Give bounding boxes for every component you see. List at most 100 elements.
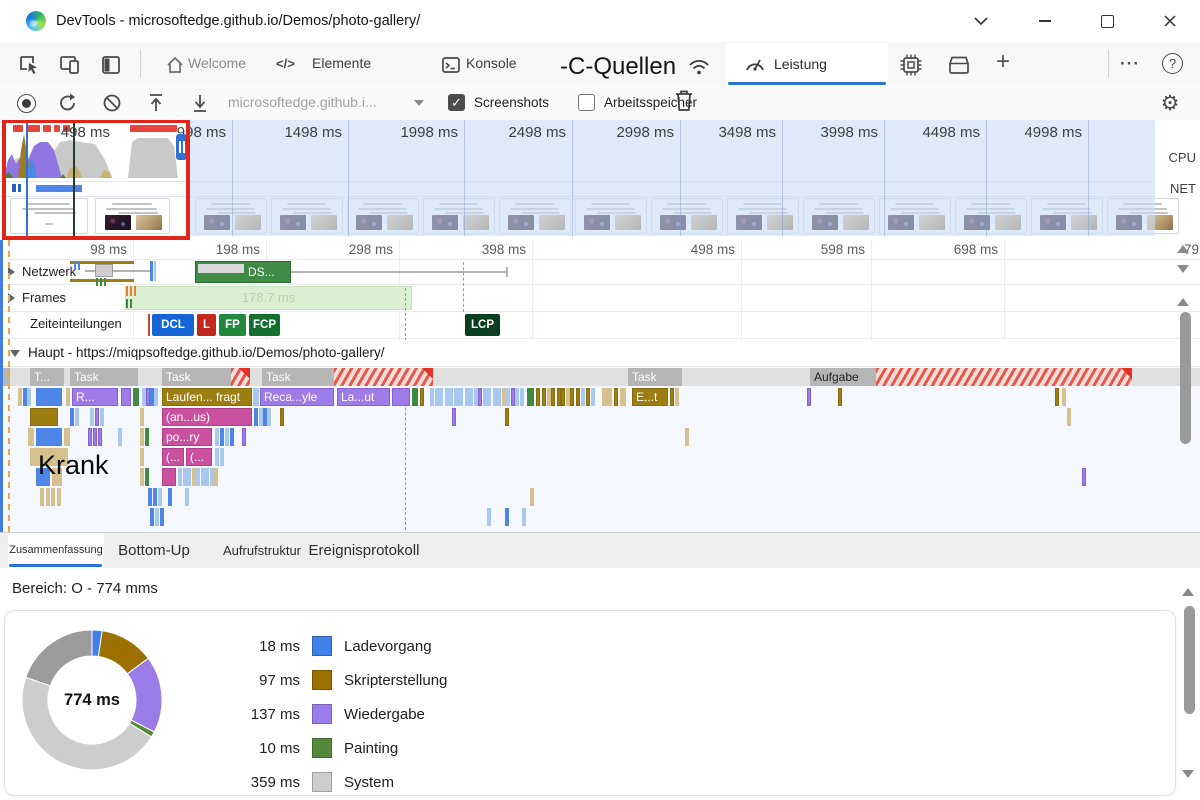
flame-block[interactable] [88, 428, 92, 446]
flame-block-labeled[interactable]: R... [72, 388, 118, 406]
timing-badge-lcp[interactable]: LCP [465, 314, 500, 336]
flame-block[interactable] [140, 428, 144, 446]
maximize-button[interactable] [1092, 8, 1122, 34]
flame-block[interactable] [192, 468, 196, 486]
flame-block[interactable] [474, 388, 478, 406]
reload-and-record-button[interactable] [56, 91, 80, 115]
flame-block[interactable] [586, 388, 590, 406]
filmstrip-screenshot[interactable] [1107, 198, 1179, 234]
flame-block[interactable] [162, 468, 176, 486]
flame-block[interactable] [201, 468, 205, 486]
tab-sources[interactable]: -C-Quellen [560, 53, 677, 80]
flame-block[interactable] [230, 428, 234, 446]
save-profile-button[interactable] [188, 91, 212, 115]
flame-block[interactable] [93, 428, 97, 446]
flame-block[interactable] [196, 468, 200, 486]
flame-block[interactable] [478, 388, 482, 406]
flame-block[interactable] [64, 428, 70, 446]
main-thread-expander[interactable] [10, 350, 20, 357]
flame-block[interactable] [155, 508, 159, 526]
flame-block[interactable] [210, 468, 214, 486]
tab-elements[interactable]: Elemente [312, 55, 372, 71]
flame-block[interactable] [614, 388, 618, 406]
flame-block[interactable] [1055, 388, 1059, 406]
flame-block[interactable] [530, 488, 534, 506]
flame-block[interactable] [1067, 408, 1071, 426]
flame-block[interactable] [458, 388, 463, 406]
flame-block[interactable] [140, 408, 144, 426]
frames-track-expander[interactable] [8, 293, 15, 303]
flame-block[interactable] [51, 488, 55, 506]
flame-block[interactable] [487, 508, 491, 526]
device-emulation-icon[interactable] [56, 52, 82, 78]
flame-block[interactable] [214, 468, 218, 486]
flame-block[interactable] [547, 388, 551, 406]
flame-block-labeled[interactable]: (... [162, 448, 184, 466]
flame-block[interactable] [685, 428, 689, 446]
flame-block[interactable] [145, 428, 149, 446]
flame-block[interactable] [183, 468, 187, 486]
flame-block[interactable] [591, 388, 595, 406]
flame-block[interactable] [52, 468, 62, 486]
flame-block[interactable] [469, 388, 473, 406]
flame-block[interactable] [145, 468, 149, 486]
frame-duration-block[interactable]: 178.7 ms [125, 286, 412, 310]
flame-block[interactable] [487, 388, 491, 406]
flame-block[interactable] [576, 388, 580, 406]
flame-block[interactable] [36, 388, 62, 406]
tab-call-tree[interactable]: Aufrufstruktur [222, 543, 302, 558]
flame-block[interactable] [807, 388, 811, 406]
flame-block-labeled[interactable]: Task [70, 368, 138, 386]
flame-block[interactable] [27, 388, 31, 406]
flame-block[interactable] [205, 468, 209, 486]
flame-block[interactable] [505, 508, 509, 526]
scrollbar-thumb[interactable] [1184, 606, 1195, 714]
flame-block-labeled[interactable]: T... [30, 368, 64, 386]
flame-block[interactable] [118, 428, 122, 446]
flame-block[interactable] [178, 468, 182, 486]
flame-block[interactable] [0, 368, 10, 386]
flame-block[interactable] [520, 388, 524, 406]
inspect-element-icon[interactable] [16, 52, 42, 78]
flame-block[interactable] [133, 388, 139, 406]
close-button[interactable] [1155, 8, 1185, 34]
flame-block[interactable] [439, 388, 443, 406]
flame-block[interactable] [1082, 468, 1086, 486]
flame-block-labeled[interactable]: Task [262, 368, 433, 386]
flame-block[interactable] [140, 448, 144, 466]
flame-block[interactable] [160, 508, 164, 526]
flame-block[interactable] [100, 408, 104, 426]
flame-block[interactable] [242, 428, 246, 446]
flame-block[interactable] [220, 428, 224, 446]
filmstrip-screenshot[interactable] [423, 198, 495, 234]
flame-block[interactable] [551, 388, 555, 406]
timeline-overview[interactable]: 498 ms 998 ms 1498 ms 1998 ms 2498 ms 2998 ms… [0, 120, 1200, 240]
filmstrip-screenshot[interactable] [499, 198, 571, 234]
scroll-up-arrow[interactable] [1177, 298, 1189, 306]
flame-chart-panel[interactable]: 98 ms 198 ms 298 ms 398 ms 498 ms 598 ms 698 m… [0, 240, 1200, 532]
settings-gear-icon[interactable]: ⚙ [1160, 91, 1180, 115]
flame-block[interactable] [98, 428, 102, 446]
flame-block[interactable] [225, 428, 229, 446]
tab-bottom-up[interactable]: Bottom-Up [118, 542, 190, 559]
flame-block[interactable] [449, 388, 453, 406]
flame-block-labeled[interactable]: po...ry [162, 428, 212, 446]
flame-block[interactable] [75, 408, 79, 426]
flame-block[interactable] [522, 508, 526, 526]
flame-block[interactable] [220, 448, 224, 466]
timing-badge-l[interactable]: L [197, 314, 216, 336]
flame-block[interactable] [185, 488, 189, 506]
more-options-button[interactable]: ··· [1120, 54, 1140, 73]
filmstrip-screenshot[interactable] [803, 198, 875, 234]
flame-block[interactable] [412, 388, 418, 406]
flame-block[interactable] [57, 488, 61, 506]
flame-block[interactable] [28, 428, 34, 446]
scroll-down-arrow[interactable] [1177, 265, 1189, 273]
flame-block[interactable] [542, 388, 546, 406]
flame-block[interactable] [506, 388, 510, 406]
flame-block[interactable] [570, 388, 574, 406]
more-tools-plus-button[interactable]: + [996, 48, 1011, 75]
flame-block-labeled[interactable]: (an...us) [162, 408, 252, 426]
tab-console[interactable]: Konsole [466, 55, 517, 71]
flame-block-labeled[interactable]: Aufgabe [810, 368, 1132, 386]
